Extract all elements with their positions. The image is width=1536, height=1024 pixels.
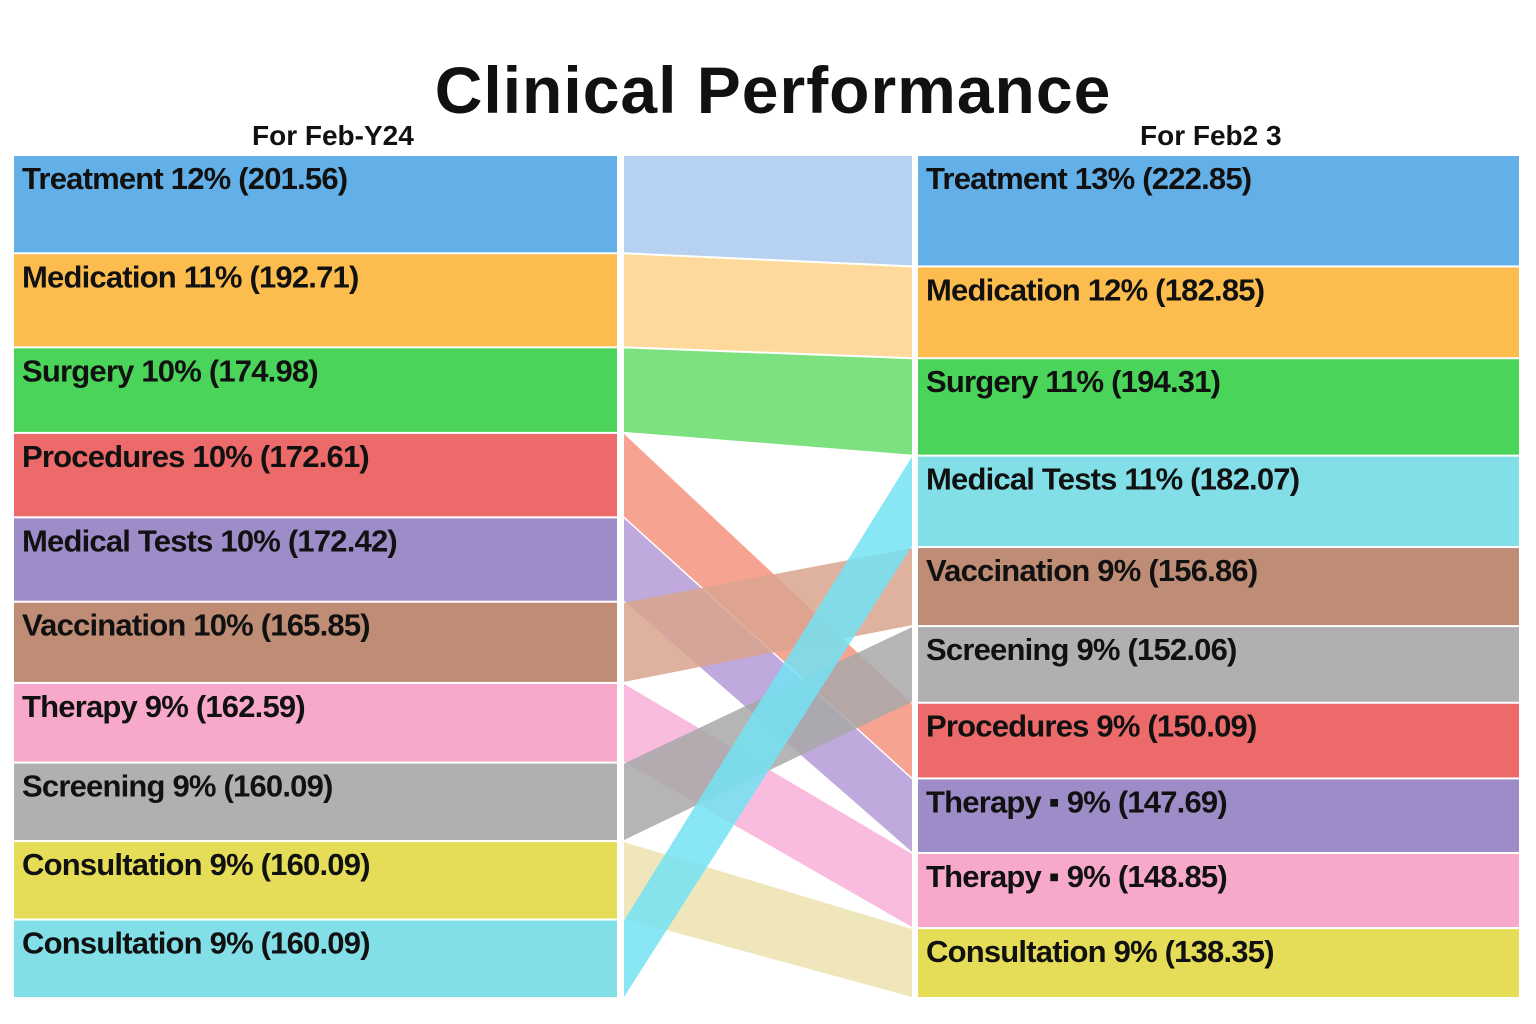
right-node-9 xyxy=(918,929,1519,997)
right-node-label-2: Surgery 11% (194.31) xyxy=(926,364,1220,399)
right-node-label-9: Consultation 9% (138.35) xyxy=(926,934,1274,969)
left-node-label-1: Medication 11% (192.71) xyxy=(22,259,359,294)
right-node-label-4: Vaccination 9% (156.86) xyxy=(926,553,1257,588)
right-node-label-1: Medication 12% (182.85) xyxy=(926,272,1264,307)
right-node-1 xyxy=(918,267,1519,358)
left-node-label-9: Consultation 9% (160.09) xyxy=(22,926,370,961)
left-node-label-0: Treatment 12% (201.56) xyxy=(22,161,347,196)
left-node-7 xyxy=(14,763,617,841)
left-node-2 xyxy=(14,348,617,432)
right-node-label-3: Medical Tests 11% (182.07) xyxy=(926,462,1299,497)
link-1 xyxy=(624,254,912,358)
left-node-label-4: Medical Tests 10% (172.42) xyxy=(22,523,397,558)
right-node-8 xyxy=(918,853,1519,928)
right-node-0 xyxy=(918,156,1519,266)
link-0 xyxy=(624,156,912,266)
right-node-5 xyxy=(918,627,1519,702)
left-node-label-2: Surgery 10% (174.98) xyxy=(22,353,318,388)
right-node-label-7: Therapy ▪ 9% (147.69) xyxy=(926,784,1227,819)
right-node-label-6: Procedures 9% (150.09) xyxy=(926,709,1256,744)
left-node-9 xyxy=(14,920,617,997)
chart-title: Clinical Performance xyxy=(434,53,1112,127)
left-column-title: For Feb-Y24 xyxy=(252,120,414,151)
right-node-label-5: Screening 9% (152.06) xyxy=(926,632,1237,667)
right-node-3 xyxy=(918,456,1519,547)
left-node-4 xyxy=(14,518,617,601)
left-node-label-7: Screening 9% (160.09) xyxy=(22,769,333,804)
left-node-0 xyxy=(14,156,617,253)
links-layer xyxy=(624,156,912,997)
left-node-3 xyxy=(14,433,617,517)
left-node-label-3: Procedures 10% (172.61) xyxy=(22,439,369,474)
left-node-label-6: Therapy 9% (162.59) xyxy=(22,689,305,724)
left-node-1 xyxy=(14,254,617,347)
link-2 xyxy=(624,348,912,455)
link-9 xyxy=(624,456,912,997)
left-node-8 xyxy=(14,842,617,919)
right-node-label-0: Treatment 13% (222.85) xyxy=(926,161,1251,196)
right-node-6 xyxy=(918,703,1519,778)
left-node-6 xyxy=(14,683,617,762)
left-node-5 xyxy=(14,602,617,682)
right-node-2 xyxy=(918,359,1519,455)
right-column-title: For Feb2 3 xyxy=(1140,120,1282,151)
right-node-label-8: Therapy ▪ 9% (148.85) xyxy=(926,859,1227,894)
left-node-label-8: Consultation 9% (160.09) xyxy=(22,847,370,882)
left-node-label-5: Vaccination 10% (165.85) xyxy=(22,608,370,643)
right-node-4 xyxy=(918,548,1519,626)
nodes-layer: Treatment 12% (201.56) Medication 11% (19… xyxy=(14,156,1519,997)
right-node-7 xyxy=(918,779,1519,852)
